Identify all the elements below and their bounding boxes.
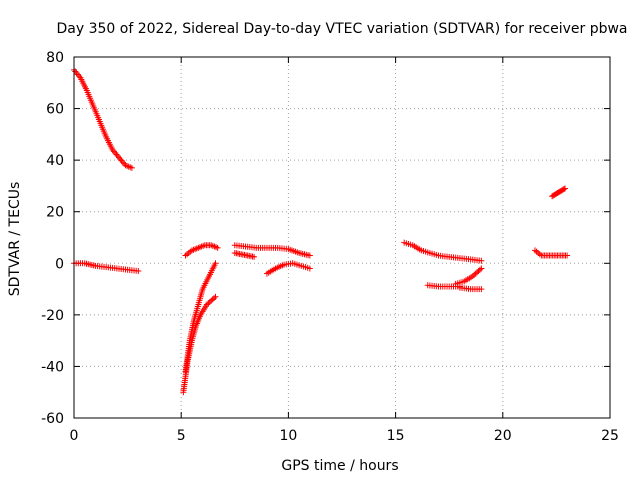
data-point [474,269,481,276]
series-arc-5 [182,260,219,375]
data-point [214,244,221,251]
data-point [205,300,212,307]
data-point [561,185,568,192]
x-tick-label: 20 [494,428,512,444]
y-axis-label: SDTVAR / TECUs [7,182,23,297]
series-arc-2 [71,260,142,275]
data-point [212,260,219,267]
plot-frame [73,56,611,419]
data-point [478,286,485,293]
data-point [472,270,479,277]
x-axis-label: GPS time / hours [281,458,398,474]
data-point [478,265,485,272]
y-tick-label: 20 [46,205,64,221]
data-point [471,271,478,278]
data-point [135,268,142,275]
data-point [211,295,218,302]
y-tick-label: 0 [55,256,64,272]
data-point [564,252,571,259]
data-point [478,257,485,264]
y-tick-label: -40 [41,359,64,375]
data-point [212,293,219,300]
series-arc-14 [549,185,568,200]
data-point [476,266,483,273]
data-point [560,186,567,193]
series-arc-9 [401,239,485,264]
data-point [475,268,482,275]
data-point [306,252,313,259]
chart-title: Day 350 of 2022, Sidereal Day-to-day VTE… [56,21,627,37]
series-arc-1 [71,66,135,171]
data-points [71,66,571,396]
series-arc-12 [456,284,485,293]
data-point [251,253,258,260]
x-tick-label: 0 [70,428,79,444]
x-tick-label: 15 [387,428,405,444]
y-tick-label: 60 [46,102,64,118]
grid-lines [74,57,610,418]
data-point [209,296,216,303]
series-arc-6 [231,242,313,259]
series-arc-11 [452,265,485,287]
series-arc-7 [231,249,258,260]
series-arc-3 [182,242,221,259]
data-point [208,297,215,304]
y-tick-label: 80 [46,50,64,66]
tick-marks [73,56,611,419]
series-arc-8 [263,260,313,277]
data-point [206,298,213,305]
data-point [128,164,135,171]
series-arc-13 [531,247,571,259]
tick-labels: 0 5 10 15 20 25 -60 -40 -20 0 20 40 60 80 [41,50,619,444]
y-tick-label: -60 [41,411,64,427]
y-tick-label: 40 [46,153,64,169]
y-tick-label: -20 [41,308,64,324]
data-point [203,301,210,308]
series-arc-4 [180,293,219,396]
x-tick-label: 5 [177,428,186,444]
x-tick-label: 10 [279,428,297,444]
x-tick-label: 25 [601,428,619,444]
data-point [306,265,313,272]
data-point [469,273,476,280]
